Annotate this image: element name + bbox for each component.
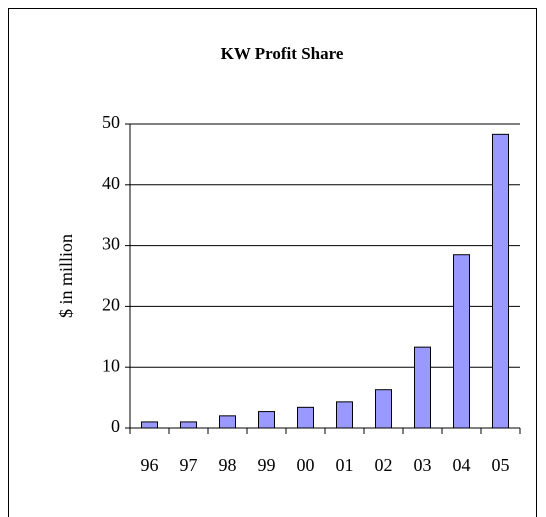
bar xyxy=(297,406,314,429)
chart-frame xyxy=(8,8,537,517)
x-tick-label: 97 xyxy=(180,455,198,475)
y-tick-label: 10 xyxy=(102,355,120,375)
bar xyxy=(375,389,392,429)
y-tick-label: 30 xyxy=(102,234,120,254)
bar xyxy=(336,401,353,429)
x-tick-label: 98 xyxy=(219,455,237,475)
x-tick-label: 02 xyxy=(375,455,393,475)
bar xyxy=(180,421,197,429)
y-tick-label: 20 xyxy=(102,295,120,315)
y-axis-label: $ in million xyxy=(56,234,76,318)
chart-title: KW Profit Share xyxy=(221,44,344,63)
x-tick-label: 05 xyxy=(492,455,510,475)
bar xyxy=(219,415,236,429)
bar xyxy=(141,421,158,429)
x-tick-label: 99 xyxy=(258,455,276,475)
x-tick-label: 96 xyxy=(141,455,159,475)
y-tick-label: 40 xyxy=(102,173,120,193)
x-tick-label: 04 xyxy=(453,455,471,475)
x-tick-label: 01 xyxy=(336,455,354,475)
bar xyxy=(453,254,470,429)
bar xyxy=(258,411,275,429)
x-tick-label: 03 xyxy=(414,455,432,475)
y-tick-label: 50 xyxy=(102,112,120,132)
y-tick-label: 0 xyxy=(111,416,120,436)
x-tick-label: 00 xyxy=(297,455,315,475)
bar xyxy=(414,346,431,429)
bar xyxy=(492,133,509,429)
